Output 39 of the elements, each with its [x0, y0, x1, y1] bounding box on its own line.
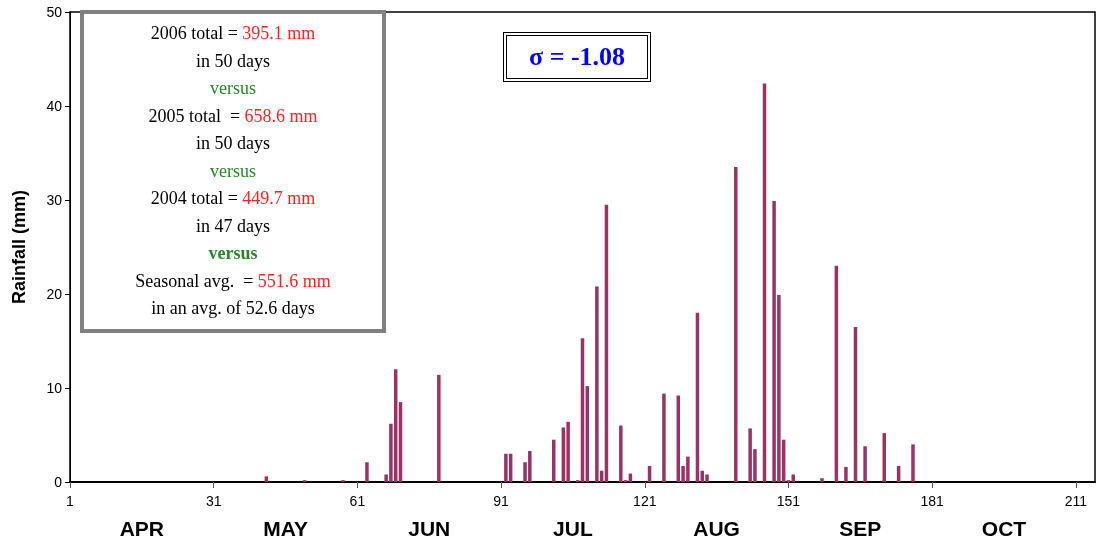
x-tick-label: 91 [493, 493, 510, 509]
y-tick-label: 0 [54, 474, 63, 490]
y-axis-title: Rainfall (mm) [9, 189, 29, 305]
totals-note: 2006 total = 395.1 mm in 50 days versus 2005 total = 658.6 mm in 50 days versus 2004 total = 449.7 mm in 47 days versus Seasonal avg. = 551.6 mm in an avg. of 52.6 days [80, 10, 386, 333]
x-tick-label: 211 [1064, 493, 1088, 509]
x-tick-label: 1 [66, 493, 75, 509]
bar [504, 453, 508, 482]
bar [264, 476, 269, 482]
x-tick-label: 181 [920, 493, 945, 509]
x-tick-label: 121 [633, 493, 657, 509]
bar [566, 421, 570, 482]
bar [437, 374, 441, 482]
bar [791, 474, 795, 482]
bar [820, 478, 824, 482]
text: APR [119, 517, 165, 541]
bar [844, 466, 848, 482]
x-tick-label: 31 [205, 493, 222, 509]
bar [365, 462, 369, 482]
bar [734, 167, 738, 482]
text: OCT [981, 517, 1027, 541]
y-tick-label: 40 [46, 98, 63, 114]
text: AUG [693, 517, 740, 541]
text: MAY [263, 517, 308, 541]
y-tick-label: 30 [46, 192, 63, 208]
text: JUL [553, 517, 593, 541]
x-tick-label: 61 [349, 493, 366, 509]
text: JUN [408, 517, 451, 541]
bar [662, 393, 666, 482]
bar [552, 439, 556, 482]
text: SEP [839, 517, 882, 541]
y-tick-label: 20 [46, 286, 63, 302]
bar [863, 446, 867, 482]
sigma-note: σ = -1.08 [503, 32, 652, 82]
bar [619, 425, 623, 482]
bar [595, 286, 599, 482]
y-tick-label: 10 [46, 380, 63, 396]
x-tick-label: 151 [776, 493, 801, 509]
bar [911, 444, 915, 482]
y-tick-label: 50 [46, 4, 63, 20]
